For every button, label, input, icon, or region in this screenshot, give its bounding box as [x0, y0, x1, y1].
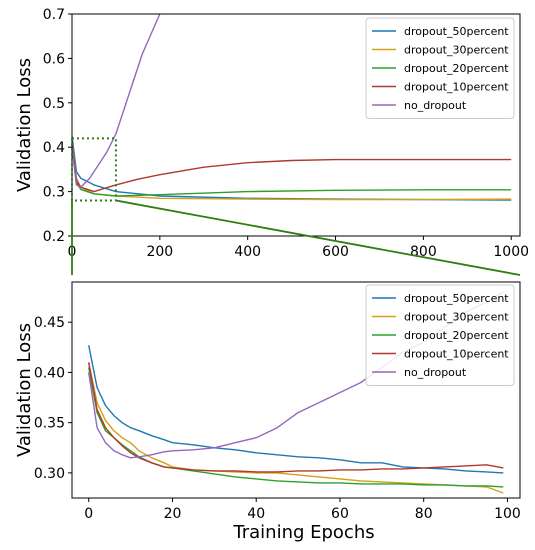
y-tick-label: 0.4	[43, 140, 65, 156]
zoom-connector-right	[115, 199, 521, 276]
legend-label-dropout_30percent: dropout_30percent	[404, 311, 509, 324]
top-chart: 020040060080010000.20.30.40.50.60.7Valid…	[14, 7, 529, 260]
series-line-dropout_10percent	[88, 362, 504, 473]
legend: dropout_50percent dropout_30percentdropou…	[365, 284, 515, 386]
legend-label-dropout_10percent: dropout_10percent	[404, 81, 509, 94]
series-line-dropout_20percent	[88, 367, 504, 488]
y-tick-label: 0.45	[34, 315, 65, 331]
x-tick-label: 600	[322, 244, 349, 260]
plot-frame	[71, 13, 521, 237]
series-line-dropout_30percent	[88, 362, 504, 494]
legend-label-dropout_50percent: dropout_50percent	[404, 292, 509, 305]
x-tick-label: 40	[247, 506, 265, 522]
y-axis-title: Validation Loss	[14, 323, 35, 457]
legend-label-no_dropout: no_dropout	[404, 99, 467, 112]
y-tick-label: 0.40	[34, 365, 65, 381]
x-tick-label: 60	[331, 506, 349, 522]
x-axis-title: Training Epochs	[232, 522, 374, 543]
zoom-region-overlay	[71, 137, 521, 276]
x-tick-label: 1000	[493, 244, 529, 260]
y-tick-label: 0.7	[43, 7, 65, 23]
series-line-dropout_20percent	[72, 144, 512, 197]
x-tick-label: 0	[84, 506, 93, 522]
legend-label-dropout_30percent: dropout_30percent	[404, 44, 509, 57]
legend-label-dropout_10percent: dropout_10percent	[404, 348, 509, 361]
y-axis-title: Validation Loss	[14, 58, 35, 192]
x-tick-label: 80	[415, 506, 433, 522]
y-tick-label: 0.3	[43, 185, 65, 201]
legend-label-dropout_50percent: dropout_50percent	[404, 25, 509, 38]
y-tick-label: 0.30	[34, 466, 65, 482]
x-tick-label: 20	[164, 506, 182, 522]
x-tick-label: 100	[494, 506, 521, 522]
y-tick-label: 0.5	[43, 96, 65, 112]
legend-box	[365, 17, 515, 119]
y-tick-label: 0.35	[34, 416, 65, 432]
legend-box	[365, 284, 515, 386]
legend: dropout_50percent dropout_30percentdropou…	[365, 17, 515, 119]
x-tick-label: 200	[146, 244, 173, 260]
legend-label-no_dropout: no_dropout	[404, 366, 467, 379]
y-tick-label: 0.6	[43, 51, 65, 67]
series-lines	[72, 14, 512, 201]
y-tick-label: 0.2	[43, 229, 65, 245]
x-tick-label: 400	[234, 244, 261, 260]
zoom-box	[71, 137, 117, 202]
series-line-no_dropout	[72, 14, 161, 188]
legend-label-dropout_20percent: dropout_20percent	[404, 329, 509, 342]
plot-frame	[71, 281, 521, 499]
legend-label-dropout_20percent: dropout_20percent	[404, 62, 509, 75]
series-line-dropout_10percent	[72, 142, 512, 193]
